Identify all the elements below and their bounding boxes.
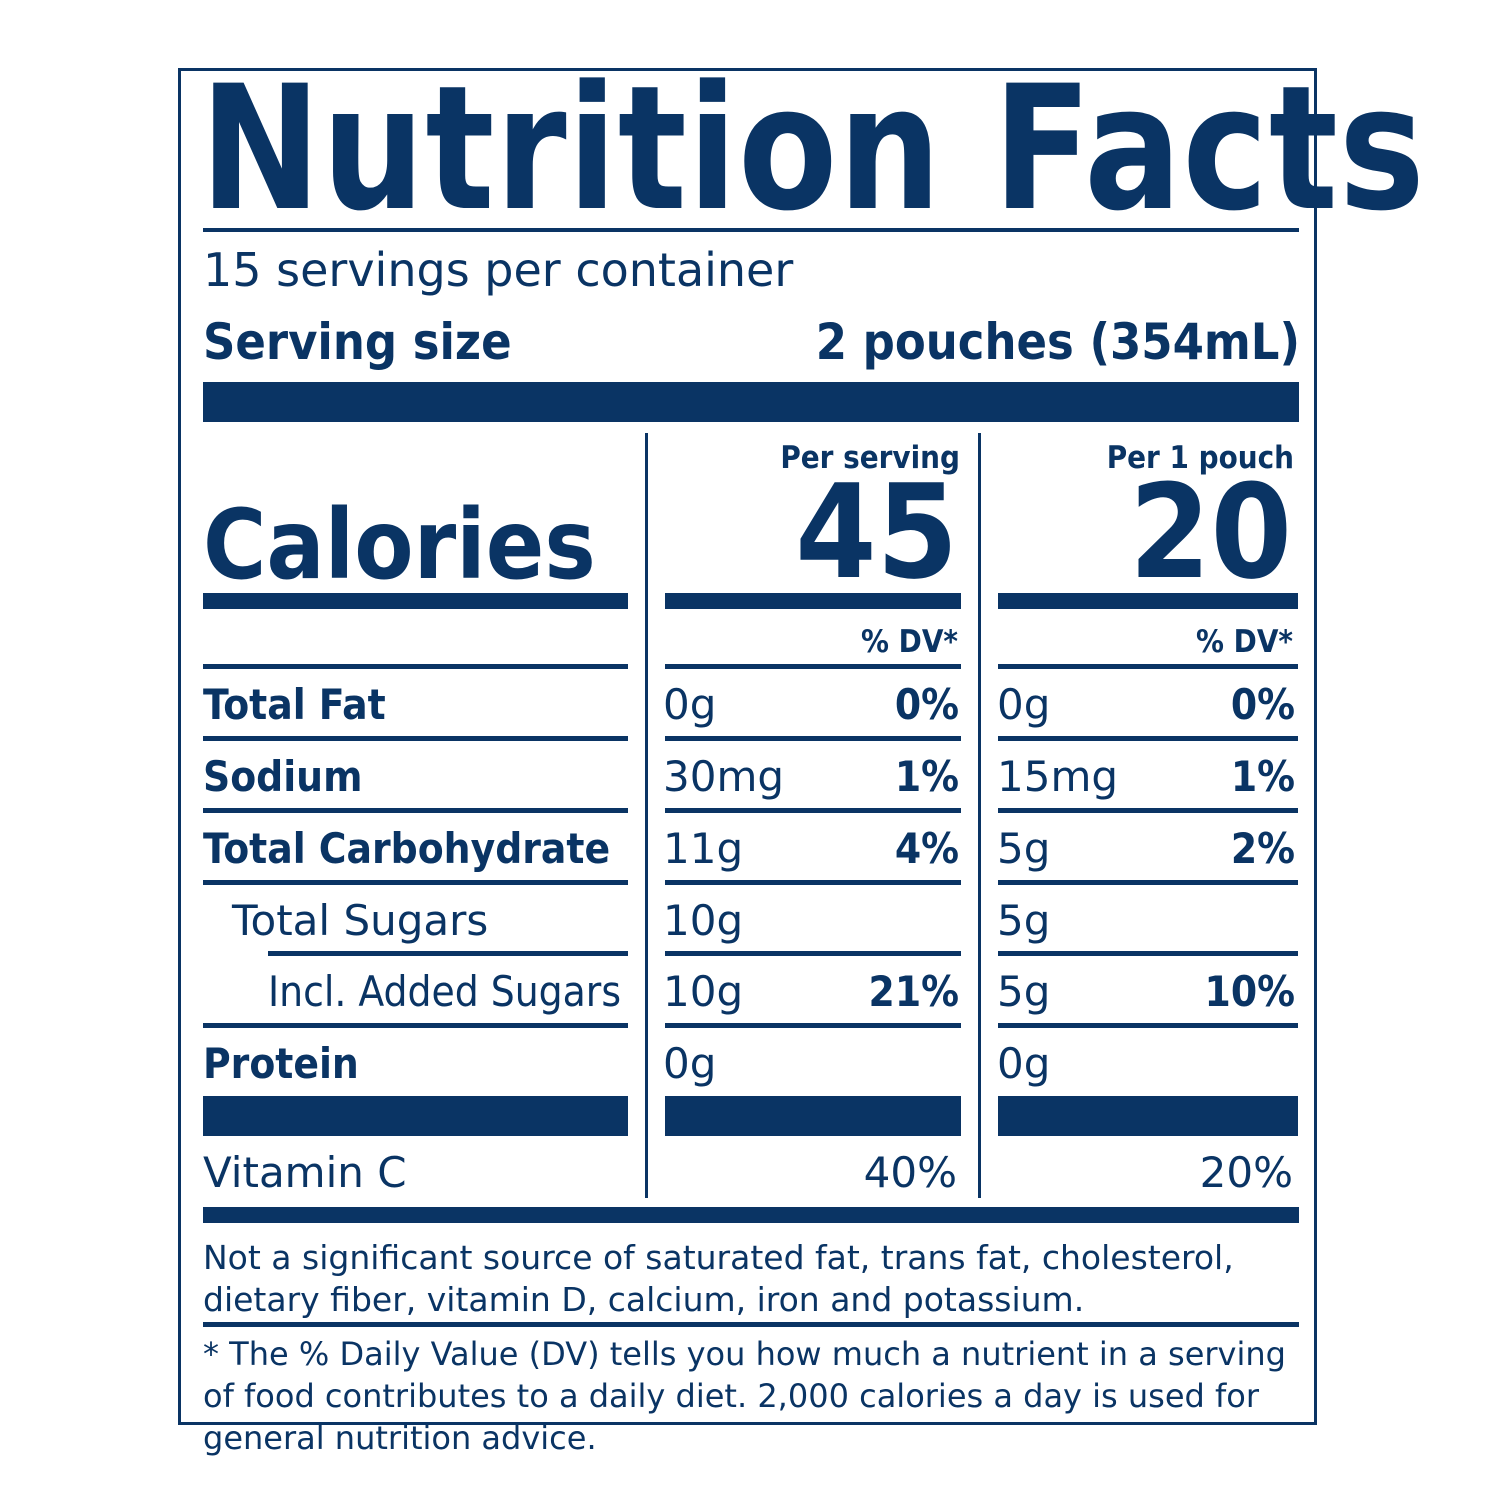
nutrient-dv-serving: 4%: [894, 824, 959, 873]
row-rule: [665, 880, 961, 885]
nutrient-label-total-fat: Total Fat: [203, 680, 386, 729]
row-rule: [665, 808, 961, 813]
footnote-daily-value: * The % Daily Value (DV) tells you how m…: [203, 1335, 1286, 1457]
row-rule: [665, 951, 961, 956]
nutrient-amount-pouch: 0g: [997, 1039, 1051, 1088]
nutrient-dv-pouch: 10%: [1204, 967, 1295, 1016]
servings-per-container: 15 servings per container: [203, 243, 794, 297]
nutrient-dv-pouch: 0%: [1230, 680, 1295, 729]
nutrient-label-total-carbohydrate: Total Carbohydrate: [203, 824, 611, 873]
calories-rule-col1: [665, 593, 961, 609]
nutrient-dv-pouch: 1%: [1230, 752, 1295, 801]
dv-header-per-serving: % DV*: [861, 624, 958, 660]
calories-label: Calories: [203, 489, 596, 601]
dv-rule-col2: [998, 664, 1298, 669]
nutrient-label-total-sugars: Total Sugars: [232, 896, 489, 945]
vitamin-dv-pouch: 20%: [1199, 1148, 1293, 1197]
dv-rule-label: [203, 664, 628, 669]
nutrient-amount-pouch: 5g: [997, 967, 1051, 1016]
column-header-per-serving: Per serving: [780, 440, 960, 476]
row-rule: [998, 951, 1298, 956]
row-rule: [998, 1023, 1298, 1028]
footnote-rule: [203, 1322, 1299, 1327]
serving-size-value: 2 pouches (354mL): [815, 313, 1300, 371]
footnote-not-significant: Not a significant source of saturated fa…: [203, 1238, 1234, 1319]
nutrient-amount-serving: 0g: [663, 680, 717, 729]
column-divider-2: [978, 433, 981, 1198]
nutrient-amount-pouch: 15mg: [997, 752, 1119, 801]
vitamin-dv-serving: 40%: [863, 1148, 957, 1197]
nutrient-amount-pouch: 5g: [997, 896, 1051, 945]
thick-rule-protein-label: [203, 1096, 628, 1136]
thick-rule-protein-col2: [998, 1096, 1298, 1136]
nutrient-label-added-sugars: Incl. Added Sugars: [268, 967, 622, 1016]
thick-rule-top: [203, 382, 1299, 422]
thick-rule-protein-col1: [665, 1096, 961, 1136]
nutrient-dv-serving: 1%: [894, 752, 959, 801]
nutrient-amount-serving: 30mg: [663, 752, 785, 801]
nutrient-dv-pouch: 2%: [1230, 824, 1295, 873]
serving-size-label: Serving size: [203, 313, 512, 371]
thick-rule-bottom: [203, 1207, 1299, 1223]
nutrient-label-sodium: Sodium: [203, 752, 363, 801]
calories-rule-col2: [998, 593, 1298, 609]
calories-per-pouch: 20: [1129, 456, 1292, 608]
row-rule: [203, 808, 628, 813]
nutrient-amount-serving: 10g: [663, 896, 744, 945]
nutrient-dv-serving: 21%: [868, 967, 959, 1016]
nutrient-amount-serving: 10g: [663, 967, 744, 1016]
label-frame: [178, 68, 1317, 1425]
dv-rule-col1: [665, 664, 961, 669]
row-rule: [998, 808, 1298, 813]
row-rule: [203, 1023, 628, 1028]
nutrient-amount-pouch: 5g: [997, 824, 1051, 873]
nutrient-amount-serving: 11g: [663, 824, 744, 873]
row-rule: [268, 951, 628, 956]
nutrient-amount-serving: 0g: [663, 1039, 717, 1088]
row-rule: [998, 880, 1298, 885]
column-header-per-pouch: Per 1 pouch: [1106, 440, 1294, 476]
column-divider-1: [645, 433, 648, 1198]
title-rule: [203, 228, 1299, 232]
nutrient-label-protein: Protein: [203, 1039, 359, 1088]
row-rule: [203, 736, 628, 741]
label-title: Nutrition Facts: [200, 48, 1426, 249]
row-rule: [665, 1023, 961, 1028]
row-rule: [998, 736, 1298, 741]
row-rule: [665, 736, 961, 741]
row-rule: [203, 880, 628, 885]
nutrient-amount-pouch: 0g: [997, 680, 1051, 729]
dv-header-per-pouch: % DV*: [1196, 624, 1293, 660]
calories-rule-label: [203, 593, 628, 609]
vitamin-label-c: Vitamin C: [203, 1148, 407, 1197]
nutrient-dv-serving: 0%: [894, 680, 959, 729]
calories-per-serving: 45: [795, 456, 958, 608]
